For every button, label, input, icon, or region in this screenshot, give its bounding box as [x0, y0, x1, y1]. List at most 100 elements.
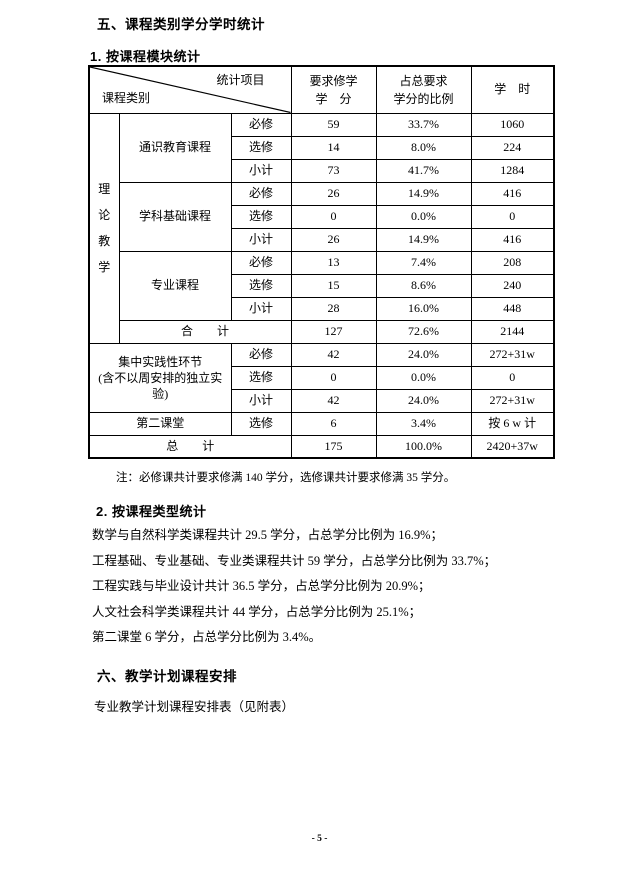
theory-char: 论	[98, 207, 111, 222]
cell-type: 必修	[230, 250, 292, 275]
table-row: 选修 0 0.0% 0	[89, 365, 555, 390]
cell-hours: 240	[470, 273, 555, 298]
cell-credits: 26	[290, 227, 377, 252]
cell-ratio: 8.6%	[375, 273, 472, 298]
stat-line: 第二课堂 6 学分，占总学分比例为 3.4%。	[92, 630, 322, 645]
cell-ratio: 0.0%	[375, 204, 472, 229]
cell-credits: 175	[290, 434, 377, 459]
cell-type: 小计	[230, 158, 292, 183]
cell-type: 必修	[230, 112, 292, 137]
subsection2-heading: 2. 按课程类型统计	[96, 504, 207, 519]
course-module-stats-table: 统计项目 课程类别 要求修学 学 分 占总要求 学分的比例 学 时 理 论	[88, 65, 555, 459]
table-row: 学科基础课程 必修 26 14.9% 416	[89, 181, 555, 252]
cell-subtotal-label: 合 计	[118, 319, 292, 344]
table-row: 集中实践性环节 (含不以周安排的独立实验) 必修 42 24.0% 272+31…	[88, 342, 555, 413]
cell-credits: 13	[290, 250, 377, 275]
practice-category-cell: 集中实践性环节 (含不以周安排的独立实验)	[88, 342, 232, 413]
cell-credits: 15	[290, 273, 377, 298]
cell-total-label: 总 计	[88, 434, 292, 459]
cell-ratio: 100.0%	[375, 434, 472, 459]
cell-credits: 6	[290, 411, 377, 436]
stat-line: 人文社会科学类课程共计 44 学分，占总学分比例为 25.1%；	[92, 604, 422, 619]
cell-type: 必修	[230, 181, 292, 206]
group-general-cell: 通识教育课程	[118, 112, 232, 183]
diagonal-divider-line	[90, 67, 290, 112]
cell-credits: 26	[290, 181, 377, 206]
cell-type: 选修	[230, 273, 292, 298]
cell-hours: 416	[470, 181, 555, 206]
cell-hours: 按 6 w 计	[470, 411, 555, 436]
cell-ratio: 3.4%	[375, 411, 472, 436]
cell-type: 选修	[230, 135, 292, 160]
cell-hours: 2420+37w	[470, 434, 555, 459]
header-course-category-label: 课程类别	[102, 90, 151, 105]
cell-hours: 416	[470, 227, 555, 252]
theory-char: 教	[98, 233, 111, 248]
cell-type: 必修	[230, 342, 292, 367]
table-note: 注：必修课共计要求修满 140 学分，选修课共计要求修满 35 学分。	[116, 472, 456, 484]
cell-hours: 272+31w	[470, 388, 555, 413]
cell-credits: 127	[290, 319, 377, 344]
diagonal-header-cell: 统计项目 课程类别	[88, 65, 292, 114]
cell-hours: 272+31w	[470, 342, 555, 367]
header-stat-item-label: 统计项目	[216, 73, 265, 87]
cell-type: 小计	[230, 388, 292, 413]
cell-credits: 59	[290, 112, 377, 137]
section6-body: 专业教学计划课程安排表（见附表）	[94, 700, 295, 714]
cell-ratio: 33.7%	[375, 112, 472, 137]
table-row: 选修 15 8.6% 240	[89, 273, 555, 298]
second-class-row: 第二课堂 选修 6 3.4% 按 6 w 计	[88, 411, 555, 436]
table-row: 小计 26 14.9% 416	[89, 227, 555, 252]
cell-hours: 2144	[470, 319, 555, 344]
stat-line: 工程实践与毕业设计共计 36.5 学分，占总学分比例为 20.9%；	[92, 579, 431, 594]
table-row: 专业课程 必修 13 7.4% 208	[89, 250, 555, 321]
page-number: - 5 -	[311, 834, 328, 844]
cell-ratio: 8.0%	[375, 135, 472, 160]
table-row: 小计 42 24.0% 272+31w	[89, 388, 555, 413]
cell-hours: 1284	[470, 158, 555, 183]
cell-hours: 224	[470, 135, 555, 160]
cell-type: 小计	[230, 296, 292, 321]
header-ratio-line1: 占总要求	[399, 73, 448, 88]
header-hours-cell: 学 时	[470, 65, 555, 114]
total-row: 总 计 175 100.0% 2420+37w	[88, 434, 555, 459]
cell-type: 选修	[230, 204, 292, 229]
cell-ratio: 72.6%	[375, 319, 472, 344]
cell-hours: 448	[470, 296, 555, 321]
cell-credits: 28	[290, 296, 377, 321]
cell-credits: 42	[290, 388, 377, 413]
cell-ratio: 16.0%	[375, 296, 472, 321]
cell-type: 小计	[230, 227, 292, 252]
cell-hours: 1060	[470, 112, 555, 137]
subtotal-row: 合 计 127 72.6% 2144	[89, 319, 555, 344]
group-major-cell: 专业课程	[118, 250, 232, 321]
cell-ratio: 24.0%	[375, 388, 472, 413]
type-stats-paragraph: 数学与自然科学类课程共计 29.5 学分，占总学分比例为 16.9%； 工程基础…	[92, 523, 496, 651]
practice-label-line1: 集中实践性环节	[118, 354, 203, 369]
group-discipline-cell: 学科基础课程	[118, 181, 232, 252]
subsection1-heading: 1. 按课程模块统计	[90, 49, 201, 64]
cell-credits: 0	[290, 204, 377, 229]
cell-hours: 208	[470, 250, 555, 275]
cell-type: 选修	[230, 365, 292, 390]
header-credits-cell: 要求修学 学 分	[290, 65, 377, 114]
cell-ratio: 24.0%	[375, 342, 472, 367]
cell-ratio: 7.4%	[375, 250, 472, 275]
cell-ratio: 41.7%	[375, 158, 472, 183]
second-class-label-cell: 第二课堂	[88, 411, 232, 436]
table-row: 选修 0 0.0% 0	[89, 204, 555, 229]
cell-credits: 14	[290, 135, 377, 160]
cell-credits: 73	[290, 158, 377, 183]
header-ratio-line2: 学分的比例	[393, 91, 454, 106]
cell-ratio: 14.9%	[375, 227, 472, 252]
theory-char: 学	[98, 259, 111, 274]
stat-line: 工程基础、专业基础、专业类课程共计 59 学分，占总学分比例为 33.7%；	[92, 553, 497, 568]
header-ratio-cell: 占总要求 学分的比例	[375, 65, 472, 114]
section6-heading: 六、教学计划课程安排	[97, 669, 237, 684]
cell-credits: 42	[290, 342, 377, 367]
stat-line: 数学与自然科学类课程共计 29.5 学分，占总学分比例为 16.9%；	[92, 528, 444, 542]
practice-label-line2: (含不以周安排的独立实验)	[98, 370, 223, 401]
theory-char: 理	[98, 181, 111, 196]
cell-ratio: 14.9%	[375, 181, 472, 206]
